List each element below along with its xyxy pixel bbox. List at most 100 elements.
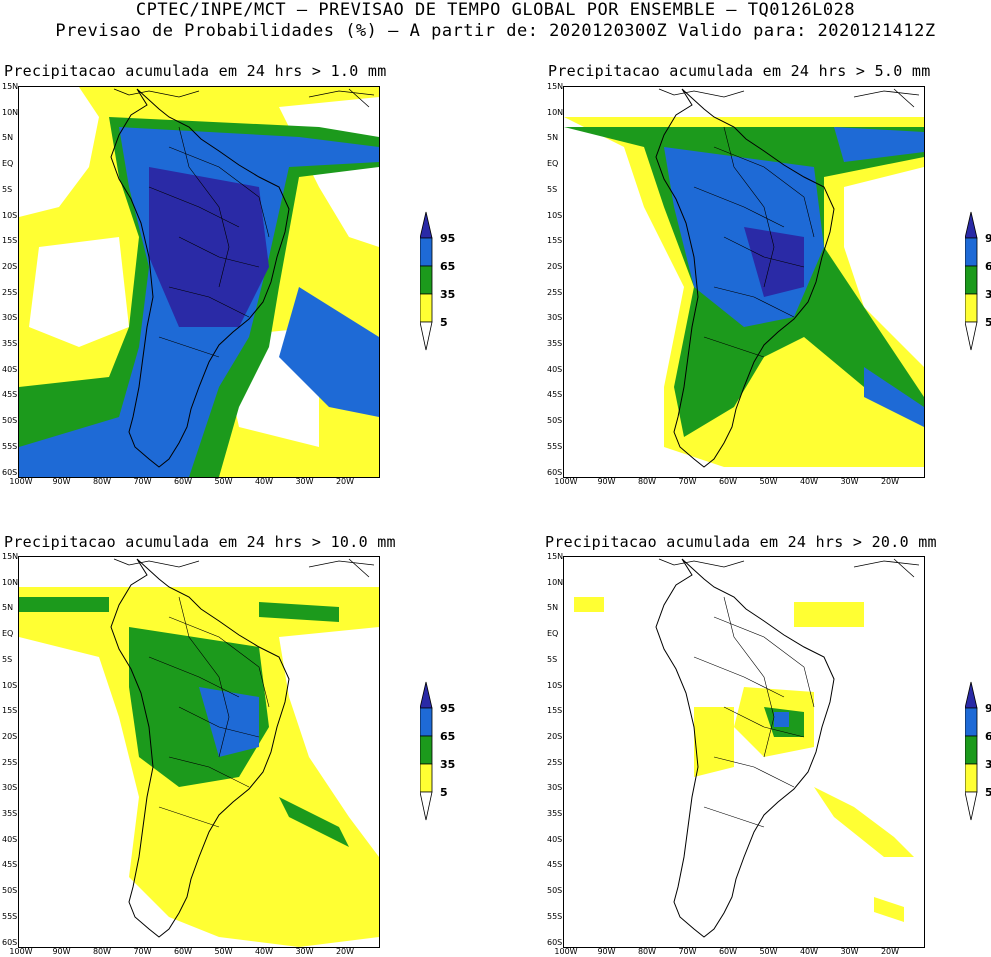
lat-tick-label: 15S (2, 706, 18, 716)
probability-area (19, 87, 99, 217)
lat-tick-label: 15S (2, 236, 18, 246)
caribbean-coast (658, 88, 920, 108)
header-line-1: CPTEC/INPE/MCT – PREVISAO DE TEMPO GLOBA… (135, 0, 856, 20)
lat-tick-label: 10S (2, 680, 18, 690)
lon-tick-label: 20W (880, 947, 900, 956)
map-panel-1mm (18, 86, 380, 478)
lat-tick-label: 35S (2, 339, 18, 348)
lat-tick-label: 45S (547, 390, 563, 400)
lon-tick-label: 100W (9, 947, 33, 956)
lat-tick-label: 60S (547, 467, 563, 477)
lat-tick-label: 45S (547, 860, 563, 870)
lon-tick-label: 30W (840, 947, 859, 956)
lat-tick-label: 55S (2, 441, 18, 451)
panel-title-4: Precipitacao acumulada em 24 hrs > 20.0 … (545, 533, 937, 551)
lat-tick-label: 20S (547, 731, 563, 741)
lon-tick-label: 40W (254, 477, 274, 486)
map1-svg (19, 87, 379, 477)
lat-tick-label: 30S (2, 783, 18, 793)
lon-tick-label: 100W (554, 947, 578, 956)
lat-tick-label: 50S (547, 416, 563, 426)
legend-swatch (964, 321, 978, 351)
caribbean-coast (113, 558, 375, 578)
legend-swatch (419, 237, 433, 267)
lat-tick-label: 25S (2, 757, 18, 767)
map4-svg (564, 557, 924, 947)
lat-tick-label: 5S (2, 654, 13, 664)
lat-tick-label: 40S (2, 364, 18, 374)
lat-tick-label: 5N (2, 133, 14, 143)
lat-tick-label: EQ (547, 159, 559, 169)
lat-tick-label: 40S (547, 364, 563, 374)
lat-tick-label: 60S (547, 937, 563, 947)
lon-tick-label: 20W (880, 477, 900, 486)
legend-label: 65 (985, 260, 991, 273)
lat-tick-label: 55S (2, 911, 18, 921)
legend-swatch (419, 763, 433, 793)
probability-area (874, 897, 904, 922)
lat-tick-label: 50S (2, 886, 18, 896)
panel-title-1: Precipitacao acumulada em 24 hrs > 1.0 m… (4, 62, 387, 80)
lon-tick-label: 70W (133, 947, 152, 956)
legend-swatch (964, 681, 978, 709)
lon-tick-label: 90W (597, 947, 616, 956)
lat-tick-label: 30S (547, 313, 563, 323)
legend-label: 95 (985, 232, 991, 245)
probability-area (149, 167, 269, 327)
lon-tick-label: 50W (759, 477, 778, 486)
legend-label: 95 (440, 232, 456, 245)
legend-label: 5 (985, 786, 991, 799)
legend-label: 35 (440, 288, 456, 301)
map-panel-5mm (563, 86, 925, 478)
lat-tick-label: 35S (547, 809, 563, 818)
probability-area (19, 597, 109, 612)
header: CPTEC/INPE/MCT – PREVISAO DE TEMPO GLOBA… (0, 0, 991, 42)
lon-tick-label: 30W (295, 947, 314, 956)
legend-swatch (964, 265, 978, 295)
lat-tick-label: 45S (2, 390, 18, 400)
probability-area (259, 602, 339, 622)
map3-svg (19, 557, 379, 947)
legend-label: 65 (440, 730, 456, 743)
panel-title-2: Precipitacao acumulada em 24 hrs > 5.0 m… (548, 62, 931, 80)
lat-tick-label: 60S (2, 937, 18, 947)
probability-area (279, 287, 379, 417)
lat-tick-label: 25S (2, 287, 18, 297)
lat-tick-label: 55S (547, 911, 563, 921)
legend-panel-3: 95 65 35 5 (419, 680, 480, 830)
lat-tick-label: 25S (547, 757, 563, 767)
lon-tick-label: 70W (678, 477, 697, 486)
lat-tick-label: 15N (547, 82, 564, 91)
legend-swatch (419, 707, 433, 737)
legend-panel-1: 95 65 35 5 (419, 210, 480, 360)
legend-swatch (419, 321, 433, 351)
lat-tick-label: 35S (547, 339, 563, 348)
legend-colorbar (419, 211, 433, 351)
lon-tick-label: 30W (840, 477, 859, 486)
legend-panel-4: 95 65 35 5 (964, 680, 991, 830)
probability-area (814, 787, 914, 857)
coastline (655, 88, 835, 468)
lon-tick-label: 80W (637, 947, 657, 956)
legend-label: 65 (440, 260, 456, 273)
lat-tick-label: 10N (547, 577, 564, 587)
legend-label: 5 (440, 316, 448, 329)
lat-tick-label: 15N (2, 552, 19, 561)
lat-tick-label: EQ (2, 629, 14, 639)
lat-tick-label: 10S (547, 210, 563, 220)
probability-area (279, 797, 349, 847)
lat-tick-label: 15S (547, 236, 563, 246)
caribbean-coast (113, 88, 375, 108)
legend-swatch (964, 791, 978, 821)
legend-label: 35 (985, 288, 991, 301)
map-panel-20mm (563, 556, 925, 948)
probability-area (574, 597, 604, 612)
lat-tick-label: EQ (2, 159, 14, 169)
lon-tick-label: 80W (92, 947, 112, 956)
lat-tick-label: 5S (2, 184, 13, 194)
lon-tick-label: 20W (335, 947, 355, 956)
probability-area (834, 127, 924, 162)
legend-swatch (964, 707, 978, 737)
lat-tick-label: 5S (547, 184, 558, 194)
legend-swatch (964, 735, 978, 765)
